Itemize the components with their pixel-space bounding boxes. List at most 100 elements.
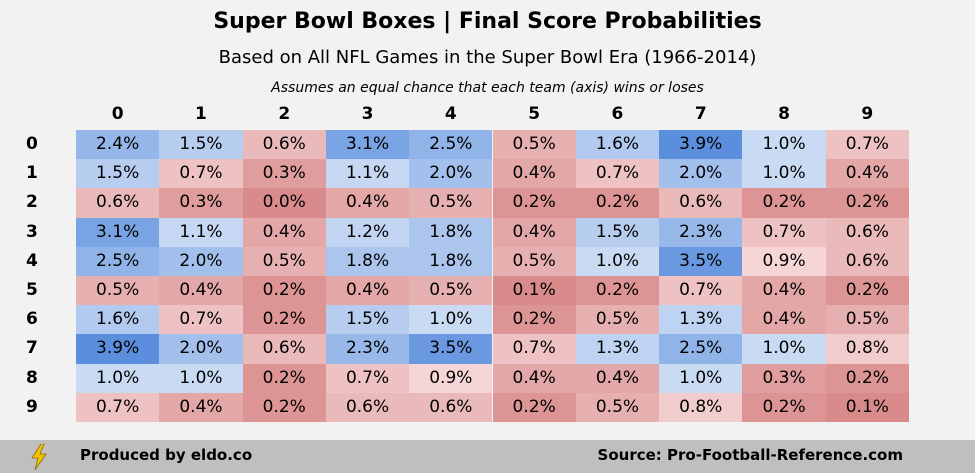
heatmap-cell: 2.0% [409, 159, 493, 189]
heatmap-cell: 0.7% [159, 159, 243, 189]
heatmap-cell: 0.7% [659, 276, 743, 306]
heatmap-cell: 2.5% [409, 130, 493, 160]
chart-subtitle: Based on All NFL Games in the Super Bowl… [218, 47, 757, 68]
column-header-1: 1 [195, 104, 207, 124]
heatmap-cell: 1.1% [325, 159, 410, 189]
heatmap-cell: 0.9% [742, 246, 826, 276]
heatmap-cell: 0.2% [825, 188, 909, 218]
heatmap-cell: 0.5% [492, 130, 576, 160]
row-header-8: 8 [26, 367, 38, 388]
heatmap-cell: 1.0% [742, 159, 826, 189]
heatmap-cell: 0.3% [242, 159, 326, 189]
heatmap-cell: 0.8% [659, 392, 743, 422]
heatmap-cell: 0.6% [825, 246, 909, 276]
lightning-bolt-icon [31, 444, 47, 470]
heatmap-cell: 0.5% [409, 188, 493, 218]
heatmap-cell: 0.4% [825, 159, 909, 189]
heatmap-cell: 0.7% [825, 130, 909, 160]
row-header-5: 5 [26, 280, 38, 300]
heatmap-cell: 3.9% [76, 334, 160, 364]
heatmap-cell: 0.7% [575, 159, 660, 189]
source-label: Source: Pro-Football-Reference.com [597, 446, 903, 464]
heatmap-cell: 0.2% [742, 392, 826, 422]
heatmap-cell: 0.5% [825, 305, 909, 335]
row-header-1: 1 [26, 163, 38, 184]
heatmap-cell: 0.5% [575, 305, 660, 335]
heatmap-cell: 0.5% [76, 276, 160, 306]
heatmap-cell: 1.5% [159, 130, 243, 160]
heatmap-cell: 3.9% [659, 130, 743, 160]
row-header-0: 0 [26, 134, 38, 154]
column-header-8: 8 [778, 104, 790, 124]
column-header-4: 4 [444, 104, 457, 124]
heatmap-cell: 0.2% [575, 188, 660, 218]
heatmap-cell: 0.2% [242, 363, 326, 393]
heatmap-cell: 0.1% [825, 392, 909, 422]
heatmap-cell: 0.4% [742, 276, 826, 306]
heatmap-cell: 3.5% [409, 334, 493, 364]
heatmap-cell: 0.3% [742, 363, 826, 393]
heatmap-cell: 0.6% [325, 392, 410, 422]
column-header-7: 7 [694, 104, 707, 124]
column-header-5: 5 [528, 104, 541, 124]
row-header-2: 2 [26, 192, 38, 213]
chart-note: Assumes an equal chance that each team (… [271, 80, 704, 96]
heatmap-cell: 0.2% [825, 276, 909, 306]
heatmap-cell: 0.7% [76, 392, 160, 422]
heatmap-cell: 2.4% [76, 130, 160, 160]
row-header-3: 3 [26, 221, 38, 242]
heatmap-cell: 2.3% [325, 334, 410, 364]
heatmap-cell: 0.2% [242, 392, 326, 422]
heatmap-cell: 0.2% [575, 276, 660, 306]
heatmap-cell: 0.6% [242, 130, 326, 160]
heatmap-cell: 1.0% [409, 305, 493, 335]
heatmap-cell: 0.6% [76, 188, 160, 218]
produced-by-label: Produced by eldo.co [80, 446, 253, 464]
heatmap-cell: 0.2% [242, 276, 326, 306]
row-header-7: 7 [26, 338, 38, 359]
heatmap-cell: 0.6% [242, 334, 326, 364]
heatmap-cell: 1.5% [76, 159, 160, 189]
heatmap-cell: 1.2% [325, 217, 410, 247]
heatmap-cell: 0.6% [409, 392, 493, 422]
column-header-9: 9 [861, 104, 874, 124]
heatmap-cell: 2.5% [659, 334, 743, 364]
heatmap-cell: 2.5% [76, 246, 160, 276]
column-header-6: 6 [611, 104, 624, 124]
heatmap-cell: 1.1% [159, 217, 243, 247]
row-header-9: 9 [26, 396, 38, 417]
heatmap-cell: 1.0% [659, 363, 743, 393]
heatmap-cell: 0.4% [742, 305, 826, 335]
heatmap-cell: 0.5% [492, 246, 576, 276]
heatmap-cell: 1.6% [575, 130, 660, 160]
heatmap-cell: 0.2% [492, 188, 576, 218]
heatmap-cell: 2.0% [159, 334, 243, 364]
heatmap-cell: 1.3% [659, 305, 743, 335]
heatmap-cell: 2.0% [659, 159, 743, 189]
chart-title: Super Bowl Boxes | Final Score Probabili… [213, 9, 762, 34]
heatmap-cell: 0.4% [325, 188, 410, 218]
heatmap-cell: 1.5% [325, 305, 410, 335]
heatmap-cell: 1.0% [742, 334, 826, 364]
heatmap-cell: 1.0% [575, 246, 660, 276]
heatmap-cell: 0.4% [242, 217, 326, 247]
heatmap-cell: 0.3% [159, 188, 243, 218]
heatmap-cell: 0.1% [492, 276, 576, 306]
heatmap-cell: 1.3% [575, 334, 660, 364]
heatmap-cell: 0.5% [409, 276, 493, 306]
heatmap-cell: 0.8% [825, 334, 909, 364]
heatmap-cell: 0.6% [825, 217, 909, 247]
heatmap-cell: 1.0% [742, 130, 826, 160]
heatmap-cell: 0.5% [242, 246, 326, 276]
heatmap-cell: 1.0% [76, 363, 160, 393]
heatmap-cell: 0.6% [659, 188, 743, 218]
heatmap-cell: 2.0% [159, 246, 243, 276]
heatmap-cell: 0.4% [492, 217, 576, 247]
footer-bar: Produced by eldo.co Source: Pro-Football… [0, 440, 975, 473]
heatmap-cell: 3.1% [325, 130, 410, 160]
heatmap-cell: 0.9% [409, 363, 493, 393]
heatmap-cell: 0.5% [575, 392, 660, 422]
heatmap-cell: 0.4% [575, 363, 660, 393]
heatmap-cell: 0.7% [325, 363, 410, 393]
heatmap-cell: 1.8% [409, 217, 493, 247]
